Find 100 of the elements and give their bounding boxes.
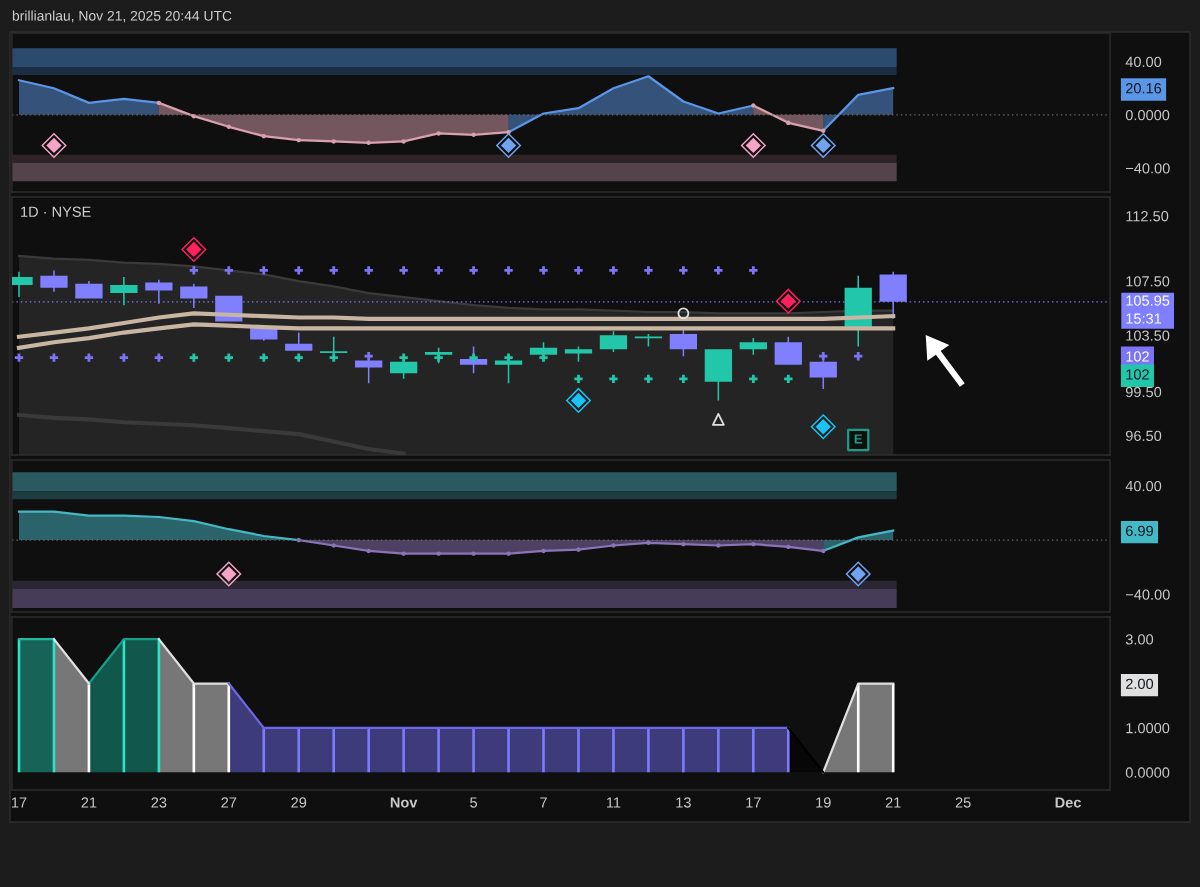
point	[294, 353, 303, 362]
bar	[577, 727, 580, 773]
candlestick	[424, 347, 453, 364]
bar	[752, 727, 755, 773]
point	[471, 132, 476, 138]
point	[14, 353, 24, 362]
bar	[472, 727, 475, 773]
point	[366, 548, 371, 554]
bar	[891, 683, 895, 773]
point	[716, 543, 721, 548]
point	[331, 139, 336, 144]
point	[751, 541, 756, 547]
ref-line-label: 105.95	[1126, 295, 1170, 306]
point	[609, 374, 618, 384]
bar	[647, 727, 650, 773]
point	[819, 352, 828, 361]
y-tick-label: 107.50	[1126, 276, 1170, 287]
x-tick-label: 19	[816, 797, 831, 808]
point	[366, 140, 371, 145]
point	[259, 266, 268, 275]
point	[471, 551, 476, 556]
point	[296, 137, 301, 143]
point	[714, 266, 723, 275]
point	[294, 266, 303, 275]
y-tick-label: 2.00	[1126, 678, 1154, 689]
bar	[786, 727, 790, 773]
point	[574, 374, 583, 384]
candlestick	[704, 349, 732, 401]
point	[261, 133, 266, 139]
y-tick-label: 20.16	[1126, 83, 1162, 94]
point	[784, 374, 793, 384]
point	[399, 266, 408, 275]
point	[681, 541, 686, 547]
x-tick-label: 5	[470, 797, 478, 808]
y-tick-label: 99.50	[1125, 386, 1162, 398]
point	[156, 100, 162, 106]
bar	[332, 727, 336, 773]
y-tick-label: 102	[1126, 351, 1149, 362]
point	[224, 266, 233, 275]
point	[576, 547, 581, 552]
y-tick-label: 40.00	[1125, 56, 1162, 68]
point	[329, 266, 338, 275]
y-tick-label: 96.50	[1125, 430, 1162, 442]
candlestick	[599, 331, 628, 353]
point	[679, 266, 688, 275]
point	[711, 412, 725, 426]
line-series	[16, 322, 896, 350]
point	[224, 353, 233, 362]
point	[41, 132, 67, 159]
candlestick	[285, 332, 313, 351]
point	[574, 266, 583, 275]
point	[364, 352, 373, 361]
x-tick-label: 17	[12, 797, 27, 808]
point	[329, 353, 338, 362]
y-tick-label: 6.99	[1126, 525, 1153, 537]
point	[434, 266, 443, 275]
point	[181, 236, 207, 263]
bar	[262, 727, 266, 773]
point	[810, 132, 837, 159]
point	[469, 266, 478, 275]
point	[749, 374, 758, 384]
bar	[227, 683, 231, 773]
point	[436, 551, 441, 556]
point	[821, 548, 826, 554]
point	[646, 540, 651, 546]
bar	[682, 727, 685, 773]
point	[539, 353, 548, 362]
bar	[507, 727, 510, 773]
point	[49, 353, 59, 362]
point	[364, 266, 373, 275]
bar	[367, 727, 370, 773]
point	[740, 132, 767, 159]
point	[399, 353, 408, 362]
y-tick-label: 3.00	[1125, 634, 1154, 645]
point	[854, 352, 863, 361]
point	[154, 353, 164, 362]
point	[84, 353, 94, 362]
point	[539, 266, 548, 275]
point	[751, 103, 756, 108]
y-tick-label: 103.50	[1126, 330, 1170, 341]
x-tick-label: 17	[746, 797, 761, 808]
x-tick-label: 23	[151, 797, 167, 808]
y-tick-label: 0.0000	[1125, 109, 1170, 121]
point	[611, 543, 616, 548]
point	[644, 374, 653, 384]
point	[506, 129, 511, 135]
bar	[402, 727, 405, 773]
bar	[542, 727, 545, 773]
point	[504, 266, 513, 275]
point	[749, 266, 758, 275]
point	[189, 266, 198, 275]
point	[504, 353, 513, 362]
point	[679, 374, 688, 384]
point	[786, 544, 791, 550]
point	[565, 387, 592, 414]
point	[189, 353, 198, 362]
candlestick	[355, 354, 383, 384]
point	[775, 288, 802, 314]
x-tick-label: 7	[540, 797, 547, 808]
point	[495, 132, 522, 159]
